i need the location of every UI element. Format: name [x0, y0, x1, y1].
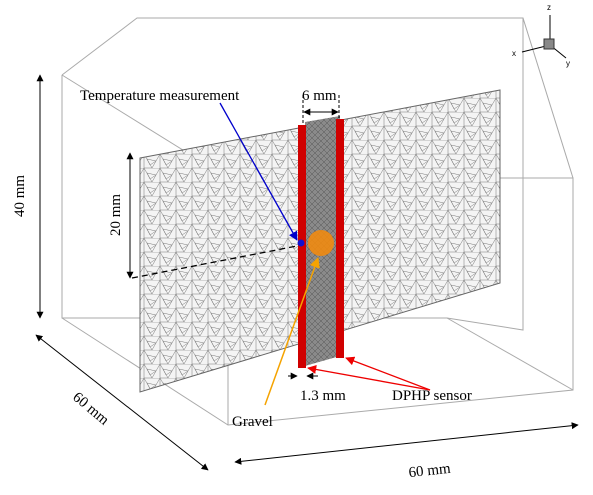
gravel [308, 230, 334, 256]
label: 6 mm [302, 88, 337, 104]
label: 60 mm [408, 461, 452, 481]
axis-triad: z x y [512, 3, 570, 68]
label: 40 mm [12, 175, 28, 217]
axis-label: y [566, 59, 570, 68]
label: 60 mm [69, 389, 112, 429]
axis-label: x [512, 49, 516, 58]
sensor-rod [298, 125, 306, 368]
sensor-rod [336, 119, 344, 358]
dimensions [35, 74, 579, 471]
label: 1.3 mm [300, 388, 346, 404]
label: Gravel [232, 414, 273, 430]
measurement-point [297, 239, 305, 247]
axis-label: z [547, 3, 551, 12]
label: Temperature measurement [80, 88, 240, 104]
label: 20 mm [108, 194, 124, 236]
label: DPHP sensor [392, 388, 472, 404]
